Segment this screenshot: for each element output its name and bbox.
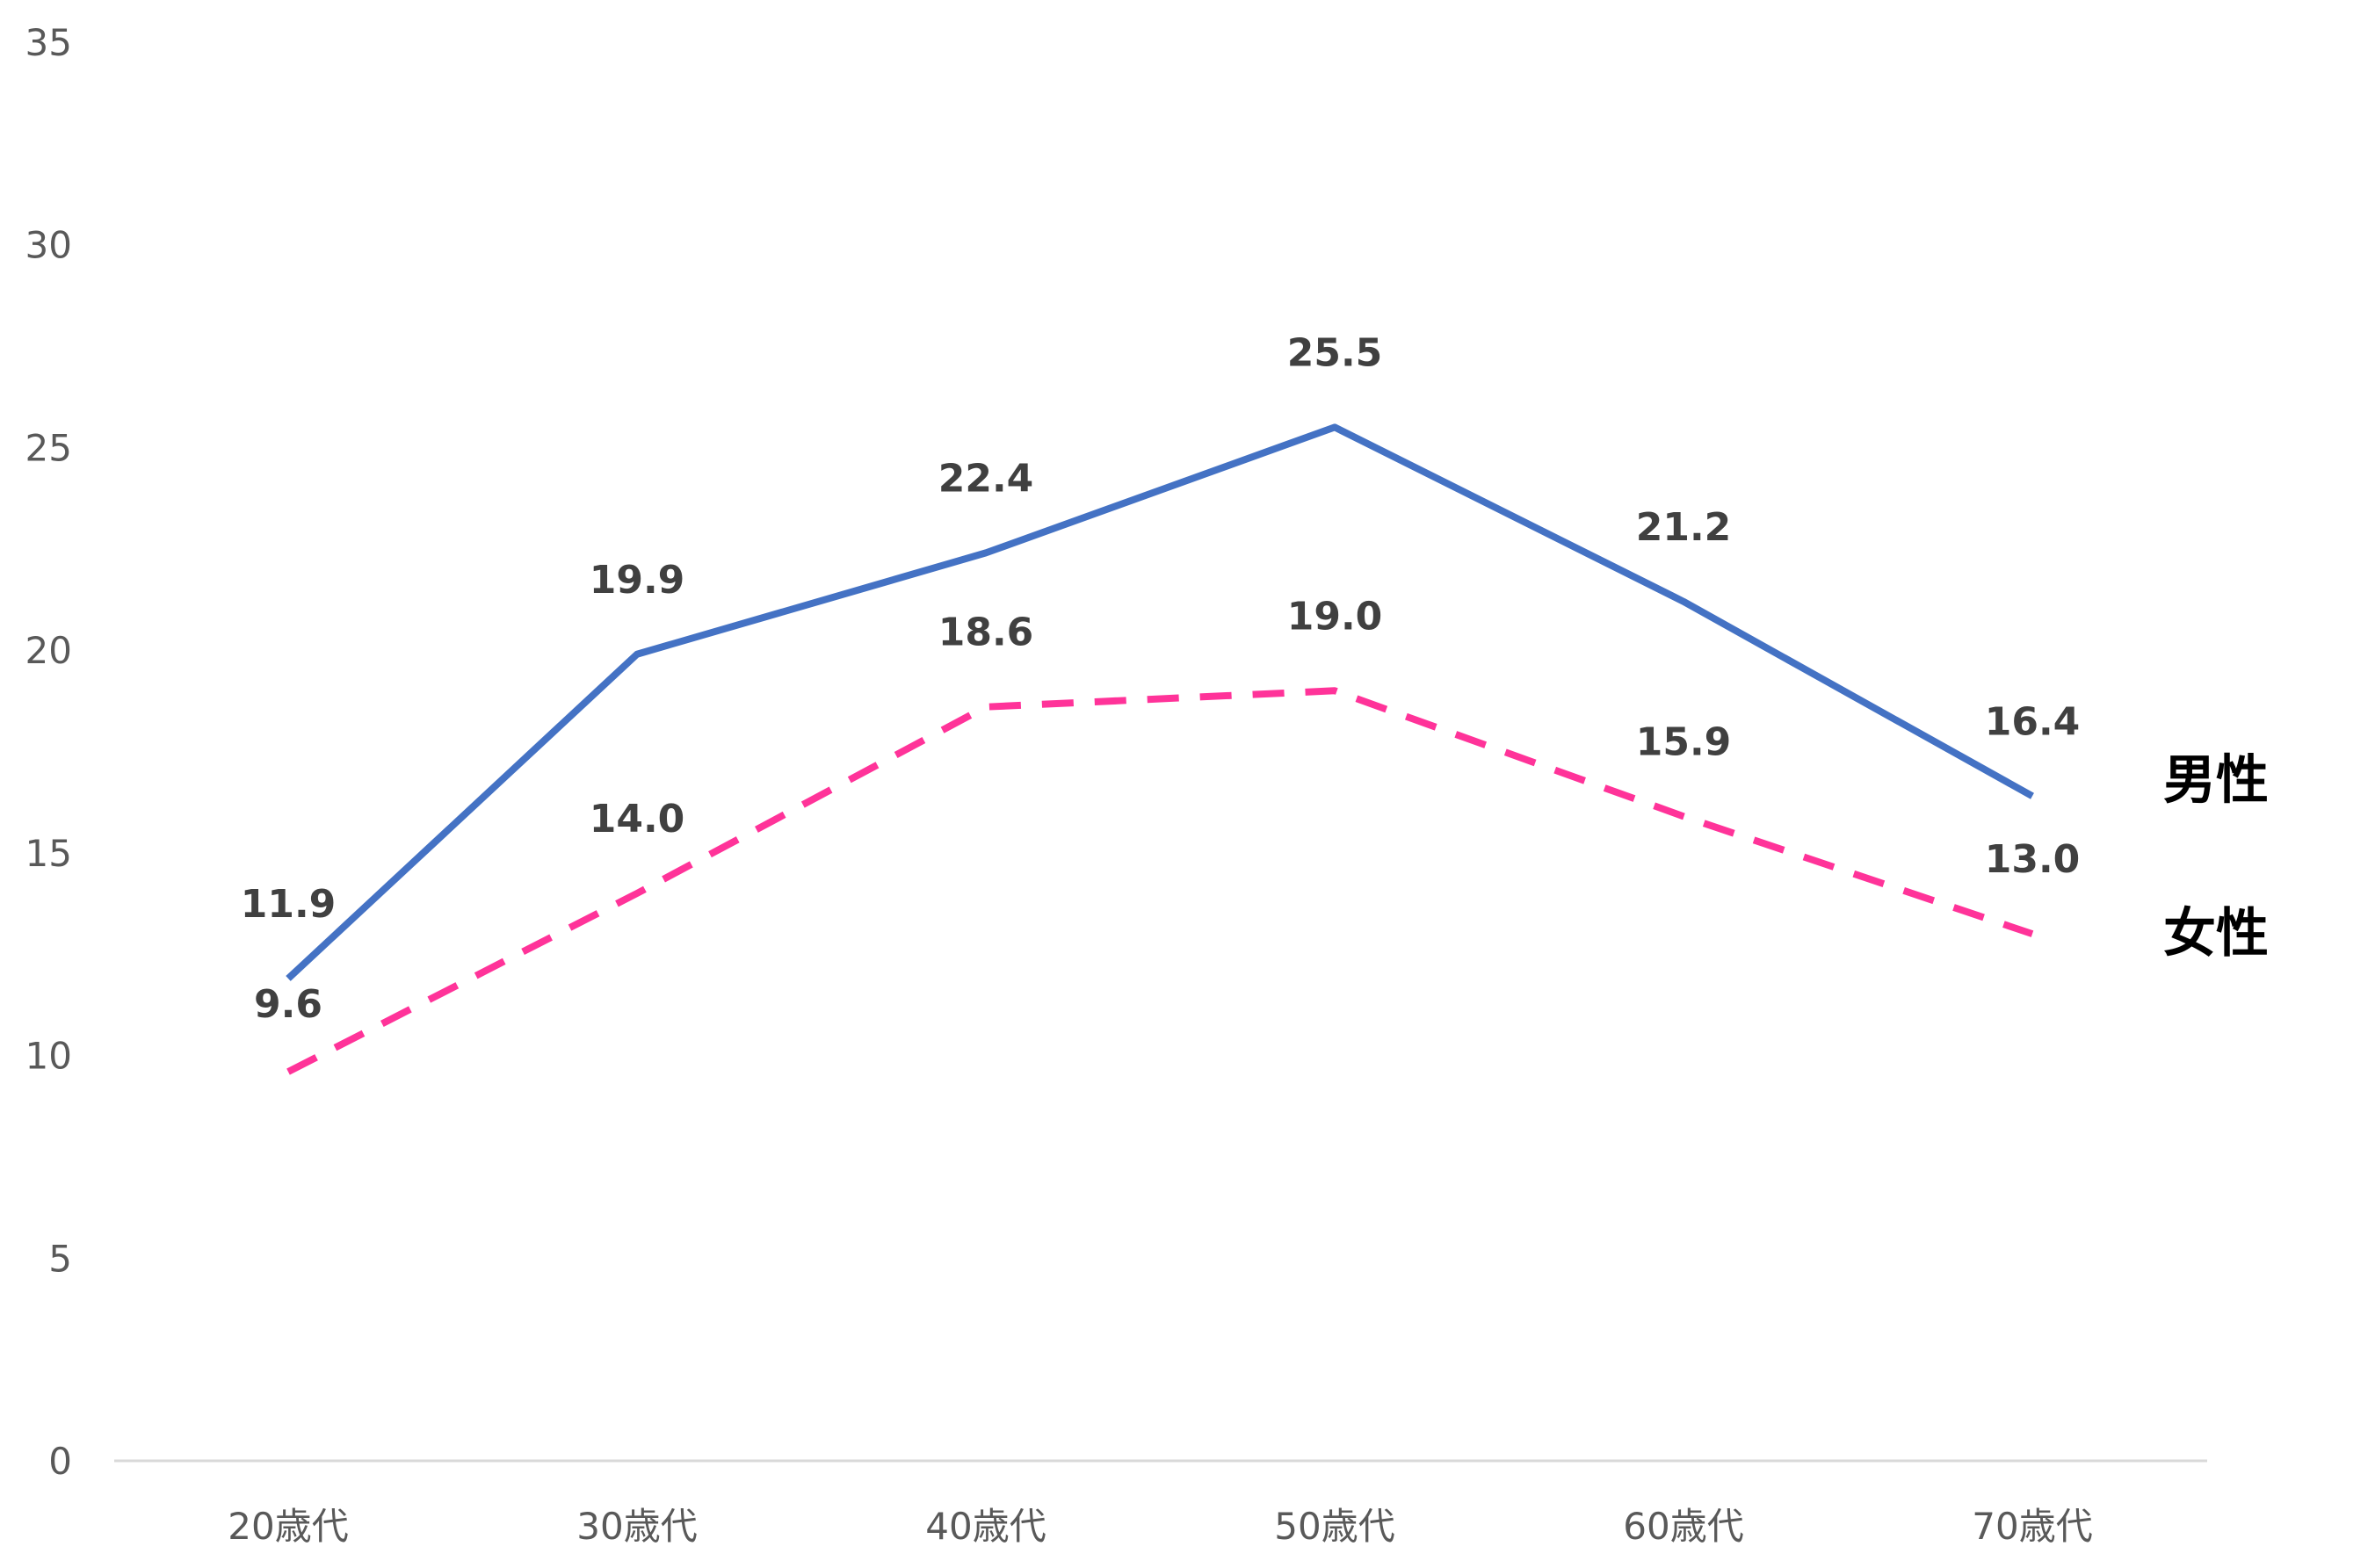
y-tick-label: 30: [25, 224, 72, 267]
y-tick-label: 25: [25, 426, 72, 469]
male-series-line: [286, 423, 2034, 981]
female-data-label: 15.9: [1636, 719, 1732, 764]
male-data-label: 21.2: [1636, 505, 1732, 550]
y-axis-tick-labels: 0 5 10 15 20 25 30 35: [25, 21, 72, 1483]
female-series-label: 女性: [2163, 903, 2269, 965]
female-data-label: 14.0: [590, 797, 685, 842]
female-data-label: 18.6: [938, 611, 1034, 655]
female-data-label: 9.6: [254, 982, 322, 1027]
male-data-label: 25.5: [1287, 330, 1383, 375]
x-tick-label: 40歳代: [925, 1505, 1046, 1548]
male-data-label: 22.4: [938, 456, 1034, 501]
male-series-label: 男性: [2163, 749, 2269, 811]
male-data-label: 11.9: [241, 882, 337, 927]
female-data-label: 19.0: [1287, 594, 1383, 639]
y-tick-label: 10: [25, 1035, 72, 1078]
x-tick-label: 50歳代: [1274, 1505, 1394, 1548]
y-tick-label: 20: [25, 629, 72, 672]
series-lines: [286, 423, 2034, 1075]
x-tick-label: 60歳代: [1623, 1505, 1743, 1548]
male-data-label: 16.4: [1985, 699, 2081, 744]
female-series-line: [286, 687, 2034, 1075]
y-tick-label: 35: [25, 21, 72, 64]
female-data-label: 13.0: [1985, 837, 2081, 882]
x-axis-tick-labels: 20歳代 30歳代 40歳代 50歳代 60歳代 70歳代: [228, 1505, 2092, 1548]
data-labels: 11.9 19.9 22.4 25.5 21.2 16.4 9.6 14.0 18.6 19.0 1…: [241, 330, 2081, 1027]
y-tick-label: 5: [48, 1237, 72, 1280]
y-tick-label: 0: [48, 1440, 72, 1483]
x-tick-label: 30歳代: [576, 1505, 697, 1548]
x-tick-label: 20歳代: [228, 1505, 348, 1548]
y-tick-label: 15: [25, 832, 72, 875]
x-tick-label: 70歳代: [1972, 1505, 2092, 1548]
male-data-label: 19.9: [590, 558, 685, 603]
